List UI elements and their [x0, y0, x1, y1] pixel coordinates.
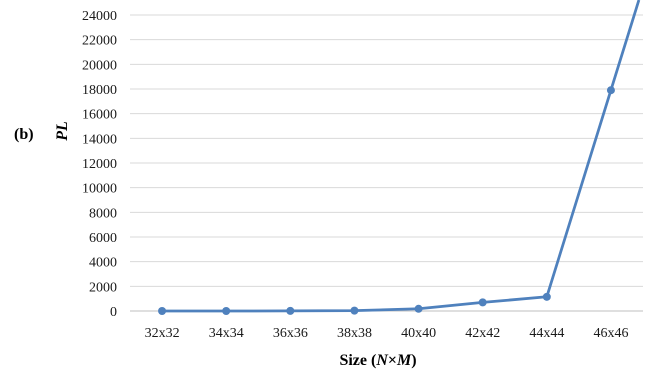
x-axis-title: Size (N×M) [339, 352, 416, 369]
x-axis-title-times: × [388, 352, 397, 369]
y-tick-label: 18000 [82, 83, 117, 98]
y-tick-label: 6000 [89, 231, 117, 246]
y-tick-label: 12000 [82, 157, 117, 172]
data-point [286, 306, 295, 315]
data-point [158, 307, 167, 315]
y-tick-label: 2000 [89, 280, 117, 295]
y-tick-label: 4000 [89, 256, 117, 271]
x-tick-label: 36x36 [273, 326, 308, 341]
y-axis-title: PL [54, 121, 71, 142]
x-tick-label: 42x42 [465, 326, 500, 341]
data-point [414, 304, 423, 313]
y-tick-label: 24000 [82, 9, 117, 24]
x-tick-label: 32x32 [145, 326, 180, 341]
gridlines [130, 14, 643, 287]
y-axis-tick-labels: 0 2000 4000 6000 8000 10000 12000 14000 16000 180… [82, 9, 117, 320]
data-point [478, 298, 487, 307]
y-tick-label: 20000 [82, 58, 117, 73]
y-tick-label: 16000 [82, 108, 117, 123]
x-axis-title-m: M [396, 352, 412, 369]
data-point [542, 292, 551, 301]
y-tick-label: 22000 [82, 34, 117, 49]
x-axis-title-prefix: Size ( [339, 352, 376, 369]
data-points [158, 86, 615, 315]
series-line [162, 0, 641, 313]
x-tick-label: 38x38 [337, 326, 372, 341]
x-axis-title-suffix: ) [411, 352, 416, 369]
x-tick-label: 46x46 [593, 326, 628, 341]
y-tick-label: 14000 [82, 132, 117, 147]
data-point [350, 306, 359, 315]
data-point [606, 86, 615, 95]
x-tick-label: 44x44 [529, 326, 564, 341]
x-axis-title-n: N [375, 352, 389, 369]
x-axis-tick-labels: 32x32 34x34 36x36 38x38 40x40 42x42 44x44 46x46 [145, 326, 629, 341]
x-tick-label: 34x34 [209, 326, 244, 341]
panel-label: (b) [14, 126, 34, 143]
x-tick-label: 40x40 [401, 326, 436, 341]
data-point [222, 307, 231, 315]
y-tick-label: 10000 [82, 182, 117, 197]
y-tick-label: 8000 [89, 206, 117, 221]
y-tick-label: 0 [110, 305, 117, 320]
